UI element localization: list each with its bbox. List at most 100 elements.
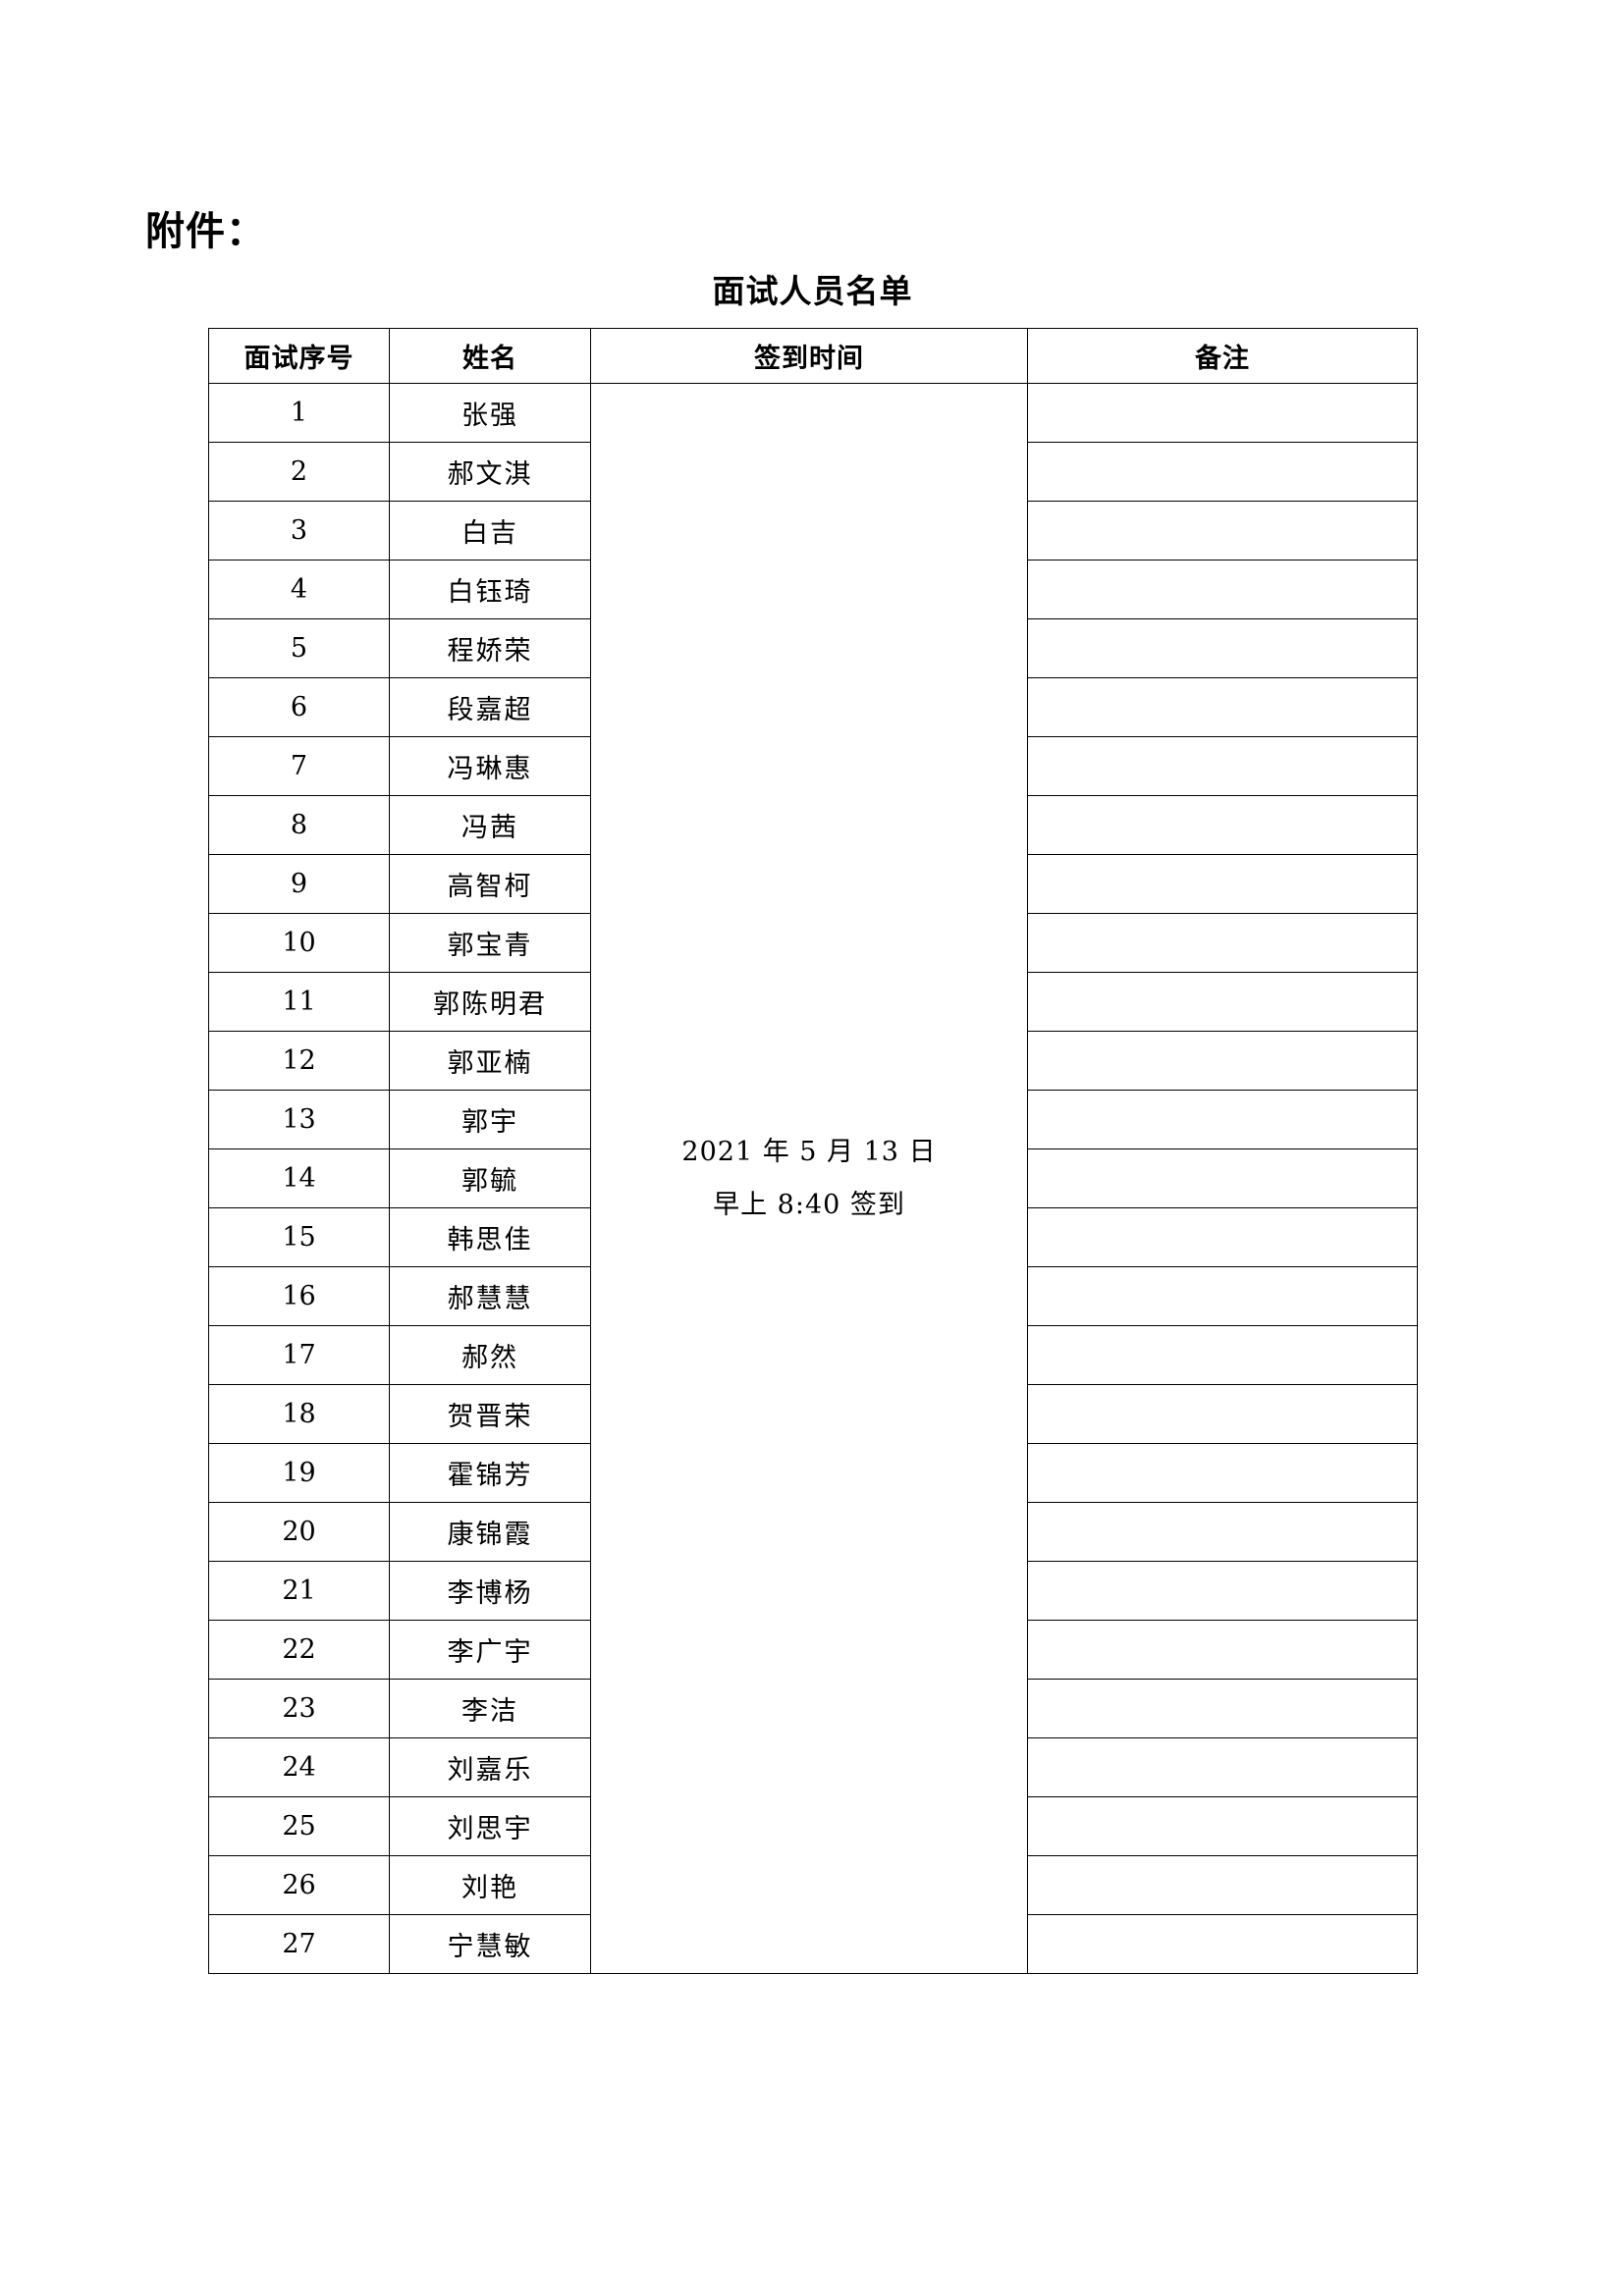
signin-date-line: 2021 年 5 月 13 日 [681, 1136, 937, 1167]
cell-name: 郝然 [389, 1325, 591, 1385]
table-row: 19 霍锦芳 [208, 1443, 1418, 1503]
cell-sequence: 20 [208, 1502, 390, 1562]
table-row: 14 郭毓 [208, 1148, 1418, 1208]
cell-sequence: 16 [208, 1266, 390, 1326]
cell-sequence: 6 [208, 677, 390, 737]
cell-sequence: 15 [208, 1207, 390, 1267]
cell-remark [1027, 1914, 1418, 1974]
table-row: 22 李广宇 [208, 1620, 1418, 1680]
cell-remark [1027, 1148, 1418, 1208]
table-header: 面试序号 姓名 签到时间 备注 [208, 328, 1418, 384]
cell-name: 冯茜 [389, 795, 591, 855]
cell-sequence: 5 [208, 618, 390, 678]
cell-remark [1027, 1325, 1418, 1385]
cell-sequence: 19 [208, 1443, 390, 1503]
cell-sequence: 2 [208, 442, 390, 502]
table-row: 18 贺晋荣 [208, 1384, 1418, 1444]
cell-name: 张强 [389, 383, 591, 443]
cell-name: 李广宇 [389, 1620, 591, 1680]
cell-sequence: 8 [208, 795, 390, 855]
cell-name: 白钰琦 [389, 560, 591, 619]
signin-time-line: 早上 8:40 签到 [713, 1189, 905, 1220]
cell-name: 韩思佳 [389, 1207, 591, 1267]
cell-name: 郭毓 [389, 1148, 591, 1208]
column-header-name: 姓名 [389, 328, 591, 384]
table-row: 21 李博杨 [208, 1561, 1418, 1621]
cell-name: 郭宇 [389, 1090, 591, 1149]
table-row: 12 郭亚楠 [208, 1031, 1418, 1091]
cell-name: 李洁 [389, 1679, 591, 1738]
cell-remark [1027, 618, 1418, 678]
table-row: 25 刘思宇 [208, 1796, 1418, 1856]
cell-sequence: 1 [208, 383, 390, 443]
cell-remark [1027, 501, 1418, 561]
cell-name: 李博杨 [389, 1561, 591, 1621]
cell-remark [1027, 1090, 1418, 1149]
cell-remark [1027, 1561, 1418, 1621]
cell-remark [1027, 913, 1418, 973]
cell-sequence: 12 [208, 1031, 390, 1091]
cell-sequence: 27 [208, 1914, 390, 1974]
cell-remark [1027, 1737, 1418, 1797]
cell-sequence: 9 [208, 854, 390, 914]
cell-sequence: 23 [208, 1679, 390, 1738]
cell-remark [1027, 1031, 1418, 1091]
cell-remark [1027, 1266, 1418, 1326]
cell-remark [1027, 736, 1418, 796]
interview-roster-table: 面试序号 姓名 签到时间 备注 1 张强 2021 年 5 月 13 日早上 8:4… [208, 328, 1418, 1974]
roster-table-container: 面试序号 姓名 签到时间 备注 1 张强 2021 年 5 月 13 日早上 8:4… [208, 328, 1418, 1974]
table-row: 17 郝然 [208, 1325, 1418, 1385]
cell-name: 段嘉超 [389, 677, 591, 737]
cell-remark [1027, 972, 1418, 1032]
table-header-row: 面试序号 姓名 签到时间 备注 [208, 328, 1418, 384]
cell-sequence: 4 [208, 560, 390, 619]
cell-sequence: 24 [208, 1737, 390, 1797]
cell-name: 郭宝青 [389, 913, 591, 973]
table-row: 24 刘嘉乐 [208, 1737, 1418, 1797]
cell-remark [1027, 383, 1418, 443]
table-row: 23 李洁 [208, 1679, 1418, 1738]
cell-sequence: 11 [208, 972, 390, 1032]
cell-name: 冯琳惠 [389, 736, 591, 796]
cell-name: 康锦霞 [389, 1502, 591, 1562]
attachment-label: 附件： [145, 208, 266, 254]
table-row: 1 张强 2021 年 5 月 13 日早上 8:40 签到 [208, 383, 1418, 1974]
cell-remark [1027, 677, 1418, 737]
cell-remark [1027, 854, 1418, 914]
table-row: 13 郭宇 [208, 1090, 1418, 1149]
cell-sequence: 13 [208, 1090, 390, 1149]
cell-remark [1027, 1796, 1418, 1856]
column-header-signin-time: 签到时间 [590, 328, 1028, 384]
table-row: 4 白钰琦 [208, 560, 1418, 619]
table-row: 6 段嘉超 [208, 677, 1418, 737]
table-row: 20 康锦霞 [208, 1502, 1418, 1562]
cell-remark [1027, 560, 1418, 619]
cell-name: 郭亚楠 [389, 1031, 591, 1091]
cell-remark [1027, 1384, 1418, 1444]
cell-remark [1027, 1855, 1418, 1915]
cell-signin-time-merged: 2021 年 5 月 13 日早上 8:40 签到 [590, 383, 1028, 1974]
table-row: 15 韩思佳 [208, 1207, 1418, 1267]
cell-remark [1027, 1620, 1418, 1680]
cell-remark [1027, 795, 1418, 855]
table-row: 16 郝慧慧 [208, 1266, 1418, 1326]
cell-sequence: 25 [208, 1796, 390, 1856]
cell-sequence: 17 [208, 1325, 390, 1385]
cell-sequence: 21 [208, 1561, 390, 1621]
table-row: 7 冯琳惠 [208, 736, 1418, 796]
cell-name: 刘嘉乐 [389, 1737, 591, 1797]
cell-name: 刘思宇 [389, 1796, 591, 1856]
cell-name: 郝慧慧 [389, 1266, 591, 1326]
column-header-sequence: 面试序号 [208, 328, 390, 384]
cell-name: 白吉 [389, 501, 591, 561]
table-row: 2 郝文淇 [208, 442, 1418, 502]
cell-sequence: 18 [208, 1384, 390, 1444]
column-header-remark: 备注 [1027, 328, 1418, 384]
cell-sequence: 10 [208, 913, 390, 973]
cell-name: 贺晋荣 [389, 1384, 591, 1444]
cell-remark [1027, 1502, 1418, 1562]
cell-name: 刘艳 [389, 1855, 591, 1915]
cell-sequence: 26 [208, 1855, 390, 1915]
cell-name: 宁慧敏 [389, 1914, 591, 1974]
